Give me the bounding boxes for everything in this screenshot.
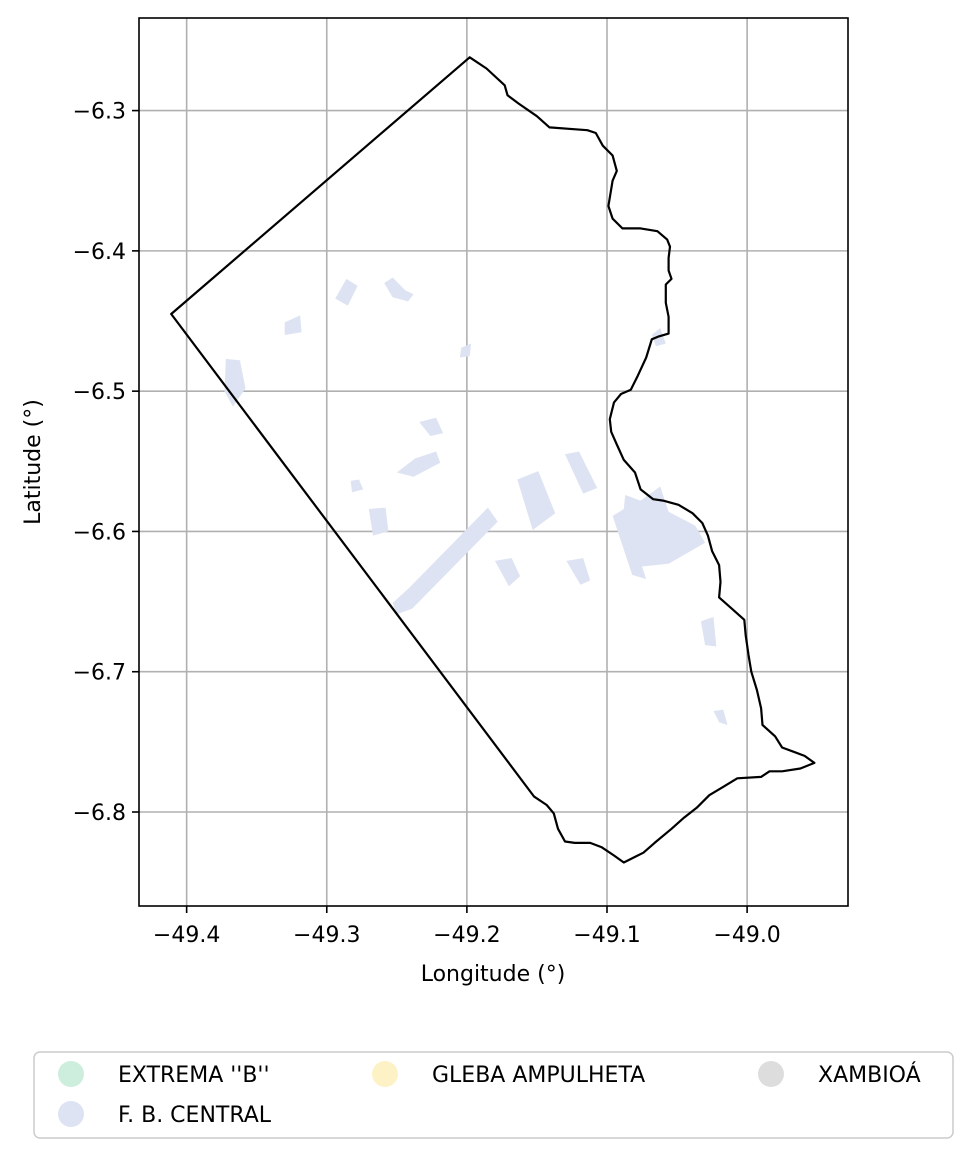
legend-marker-extrema-b	[58, 1061, 84, 1087]
region-fb-central	[368, 507, 389, 536]
legend-box	[33, 1051, 954, 1139]
region-fb-central	[384, 277, 414, 302]
x-tick-label: −49.0	[713, 923, 780, 948]
region-fb-central	[612, 486, 706, 580]
x-tick-label: −49.1	[573, 923, 640, 948]
region-fb-central	[517, 471, 556, 530]
y-axis-label: Latitude (°)	[21, 399, 46, 525]
region-fb-central	[459, 343, 472, 358]
region-fb-central	[335, 278, 358, 306]
legend-label-fb-central: F. B. CENTRAL	[118, 1103, 272, 1128]
region-fb-central	[419, 417, 444, 436]
y-tick-label: −6.5	[73, 380, 126, 405]
legend-marker-xambioa	[758, 1061, 784, 1087]
region-fb-central	[643, 507, 655, 522]
y-tick-label: −6.3	[73, 100, 126, 125]
y-tick-label: −6.8	[73, 801, 126, 826]
axes-frame	[138, 17, 849, 907]
region-fb-central	[494, 558, 521, 587]
legend-label-xambioa: XAMBIOÁ	[818, 1062, 921, 1088]
x-tick-label: −49.3	[293, 923, 360, 948]
region-fb-central	[713, 709, 728, 725]
region-fb-central	[565, 451, 598, 494]
region-fb-central	[392, 507, 498, 615]
plot-area: −49.4 −49.3 −49.2 −49.1 −49.0 −6.3−6.4−6.5−6…	[73, 17, 849, 948]
municipality-boundary	[170, 56, 816, 864]
legend: EXTREMA ''B'' F. B. CENTRAL GLEBA AMPULH…	[33, 1051, 954, 1139]
x-axis-ticks: −49.4 −49.3 −49.2 −49.1 −49.0	[153, 906, 781, 948]
y-tick-label: −6.6	[73, 520, 126, 545]
region-fb-central	[700, 617, 717, 647]
legend-label-gleba-ampulheta: GLEBA AMPULHETA	[432, 1063, 645, 1088]
region-fb-central	[224, 358, 246, 407]
axes-background	[139, 18, 848, 906]
legend-marker-fb-central	[58, 1101, 84, 1127]
regions-layer	[224, 277, 728, 725]
x-tick-label: −49.2	[433, 923, 500, 948]
boundary-layer	[170, 56, 816, 864]
legend-marker-gleba-ampulheta	[372, 1061, 398, 1087]
y-tick-label: −6.4	[73, 240, 126, 265]
x-tick-label: −49.4	[153, 923, 220, 948]
region-fb-central	[396, 451, 441, 477]
region-fb-central	[350, 479, 364, 493]
y-axis-ticks: −6.3 −6.4 −6.5 −6.6 −6.7 −6.8	[73, 100, 139, 826]
region-fb-central	[566, 558, 591, 585]
grid	[139, 18, 848, 906]
legend-label-extrema-b: EXTREMA ''B''	[118, 1063, 270, 1088]
region-fb-central	[284, 315, 302, 335]
x-axis-label: Longitude (°)	[421, 962, 566, 987]
y-tick-label: −6.7	[73, 661, 126, 686]
